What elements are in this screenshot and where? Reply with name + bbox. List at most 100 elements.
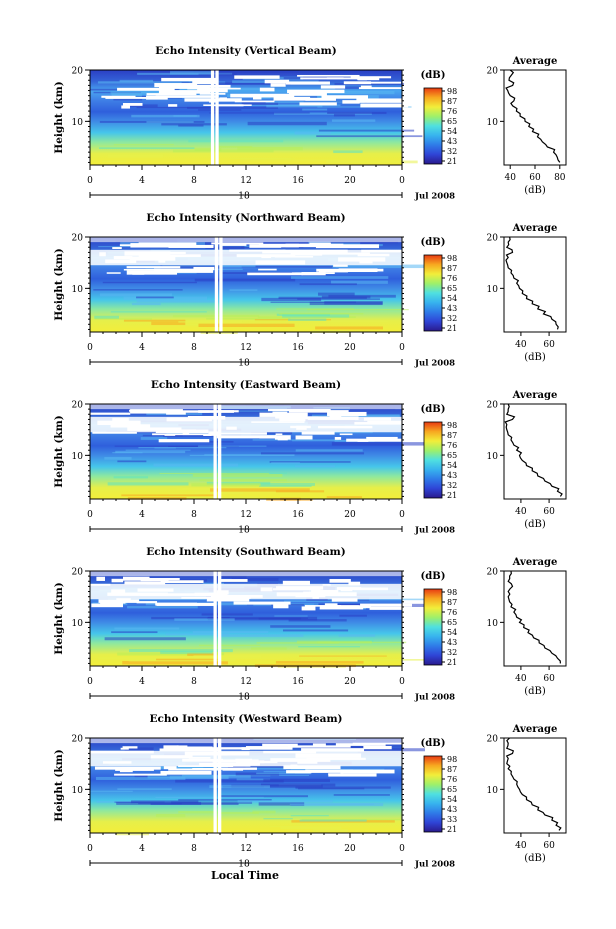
avg-x-tick-label: 60 [543, 340, 555, 350]
colorbar-tick-label: 65 [447, 117, 457, 126]
missing-data-patch [155, 602, 198, 606]
heatmap-streak [94, 315, 119, 319]
heatmap-streak [318, 129, 415, 132]
missing-data-patch [301, 431, 335, 435]
average-profile: Average 10 20 40 60 80 (dB) [487, 56, 567, 196]
x-tick-label: 0 [399, 844, 405, 854]
x-tick-label: 20 [344, 510, 356, 520]
missing-data-band [90, 249, 402, 266]
heatmap-streak [122, 661, 228, 665]
missing-data-patch [295, 435, 313, 440]
missing-data-patch [277, 436, 288, 441]
heatmap [90, 237, 428, 334]
heatmap-streak [198, 109, 242, 111]
heatmap-streak [288, 318, 327, 321]
heatmap-streak [200, 331, 238, 334]
heatmap-streak [136, 300, 222, 303]
heatmap-streak [315, 326, 383, 330]
heatmap-streak [198, 323, 295, 328]
heatmap-streak [284, 159, 340, 161]
missing-data-patch [123, 268, 174, 271]
heatmap-streak [326, 496, 363, 499]
missing-data-patch [339, 433, 353, 436]
missing-data-patch [357, 440, 369, 442]
missing-data-patch [114, 773, 167, 776]
heatmap-streak [294, 131, 331, 135]
y-axis-label: Height (km) [53, 749, 65, 821]
heatmap-streak [325, 160, 418, 164]
heatmap-streak [289, 803, 374, 805]
average-profile: Average 10 20 40 60 (dB) [487, 724, 567, 864]
missing-data-patch [321, 95, 369, 99]
missing-data-patch [92, 431, 137, 434]
missing-data-band [90, 738, 402, 744]
colorbar-tick-label: 43 [447, 471, 457, 480]
y-axis-label: Height (km) [53, 81, 65, 153]
missing-data-patch [98, 599, 140, 603]
heatmap-streak [317, 292, 355, 296]
missing-data-patch [352, 77, 372, 79]
footer-x-label: Local Time [211, 869, 279, 882]
heatmap-streak [172, 149, 274, 153]
heatmap-streak [256, 772, 311, 775]
heatmap-streak [178, 799, 272, 801]
missing-data-patch [211, 99, 219, 102]
heatmap-streak [136, 106, 219, 109]
heatmap-streak [280, 826, 342, 830]
heatmap [90, 571, 438, 668]
heatmap-streak [231, 578, 279, 581]
heatmap-streak [171, 801, 253, 804]
heatmap-streak [299, 655, 387, 657]
missing-data-patch [252, 96, 262, 100]
missing-data-patch [268, 408, 331, 412]
missing-data-patch [163, 766, 177, 770]
missing-data-patch [262, 743, 298, 747]
date-day-label: 18 [238, 693, 250, 703]
x-tick-label: 12 [240, 844, 251, 854]
missing-data-patch [301, 606, 316, 611]
heatmap-streak [252, 810, 276, 814]
missing-data-patch [348, 581, 361, 586]
heatmap-streak [117, 460, 147, 463]
heatmap-streak [178, 811, 218, 814]
date-month-label: Jul 2008 [414, 192, 455, 202]
colorbar-tick-label: 32 [447, 481, 457, 490]
missing-data-patch [234, 100, 275, 103]
heatmap-streak [317, 641, 407, 644]
heatmap-streak [331, 638, 374, 642]
heatmap-streak [119, 79, 154, 83]
missing-data-patch [331, 598, 358, 602]
heatmap-streak [104, 637, 186, 641]
heatmap-streak [117, 652, 225, 656]
missing-data-patch [132, 272, 145, 275]
x-tick-label: 0 [87, 510, 93, 520]
missing-data-patch [176, 745, 188, 750]
heatmap-streak [198, 445, 267, 447]
missing-data-band [90, 404, 402, 410]
colorbar-tick-label: 32 [447, 648, 457, 657]
heatmap-streak [90, 790, 133, 792]
heatmap-streak [178, 320, 243, 323]
missing-data-patch [270, 83, 286, 87]
colorbar-tick-label: 76 [447, 441, 457, 450]
x-tick-label: 0 [87, 343, 93, 353]
date-day-label: 18 [238, 192, 250, 202]
x-tick-label: 8 [191, 176, 197, 186]
heatmap-streak [131, 114, 200, 118]
missing-data-patch [183, 746, 213, 749]
missing-data-patch [304, 605, 342, 607]
heatmap-streak [299, 283, 357, 286]
missing-data-patch [258, 268, 277, 271]
heatmap-streak [196, 830, 221, 833]
missing-data-patch [352, 81, 402, 84]
colorbar-tick-label: 87 [447, 431, 457, 440]
heatmap-streak [188, 139, 284, 143]
heatmap-streak [312, 828, 349, 832]
data-gap [213, 571, 217, 666]
missing-data-patch [234, 75, 280, 79]
y-axis-label: Height (km) [53, 582, 65, 654]
x-tick-label: 4 [139, 677, 145, 687]
missing-data-patch [318, 269, 348, 273]
data-gap [218, 738, 222, 833]
missing-data-patch [282, 580, 310, 586]
